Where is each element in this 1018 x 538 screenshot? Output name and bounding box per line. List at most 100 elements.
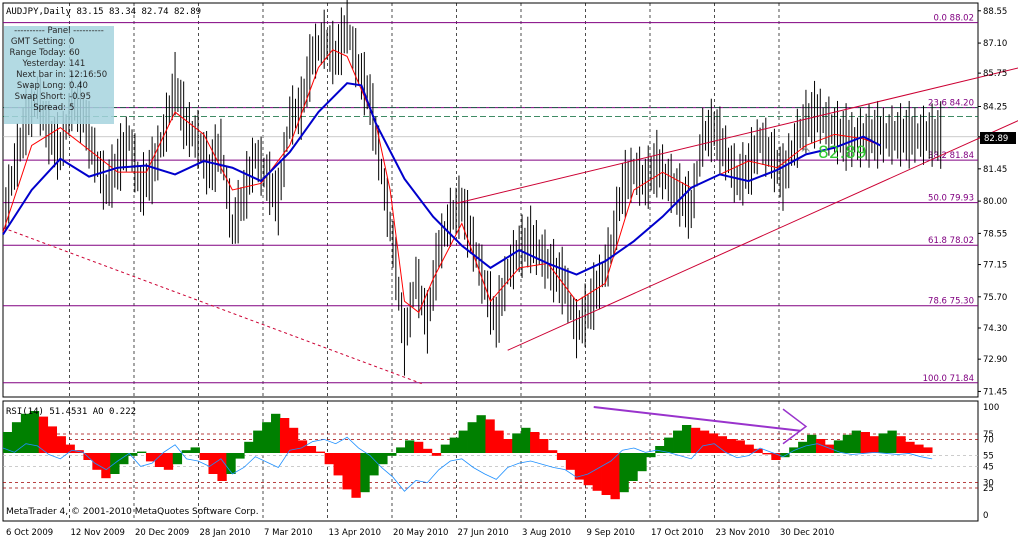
y-tick-label: 84.25 (983, 103, 1007, 113)
ao-bar (574, 453, 585, 480)
indicator-layer (2, 406, 978, 500)
y-tick-label: 80.00 (983, 197, 1007, 207)
ao-bar (47, 426, 58, 453)
ao-bar (128, 453, 138, 456)
current-price-tag: 82.89 (980, 132, 1016, 144)
y-tick-label: 72.90 (983, 355, 1007, 365)
current-price-text: 82.89 (984, 134, 1008, 144)
ao-bar (315, 451, 326, 453)
ao-bar (467, 422, 477, 453)
indicator-y-tick-label: 30 (983, 479, 994, 489)
panel-row-gmt: GMT Setting: 0 (10, 37, 75, 47)
indicator-y-tick-label: 55 (983, 452, 994, 462)
ao-bar (619, 453, 629, 493)
y-tick-label: 81.45 (983, 165, 1007, 175)
ao-bar (235, 453, 245, 459)
ao-bar (664, 437, 674, 453)
ao-bar (378, 453, 388, 465)
x-tick-label: 3 Aug 2010 (522, 528, 571, 538)
ao-bar (253, 430, 263, 453)
ao-bar (351, 453, 361, 498)
trend-line-channel-lower (507, 120, 1018, 351)
indicator-header: RSI(14) 51.4531 AO 0.222 (6, 407, 136, 417)
ao-bar (145, 453, 156, 462)
x-tick-label: 7 Mar 2010 (264, 528, 312, 538)
ao-bar (887, 430, 897, 453)
fib-level-label: 23.6 84.20 (928, 99, 974, 109)
fib-level-label: 38.2 81.84 (928, 151, 974, 161)
ao-bar (610, 453, 620, 500)
ao-bar (860, 432, 870, 453)
indicator-y-tick-label: 45 (983, 462, 994, 472)
ao-bar (190, 447, 200, 453)
ao-bar (101, 453, 111, 479)
ao-bar (637, 453, 647, 472)
indicator-y-tick-label: 25 (983, 484, 994, 494)
panel-title: ---------- Panel ---------- (14, 26, 104, 36)
ao-bar (65, 444, 75, 453)
ao-bar (413, 441, 424, 453)
ao-bar (485, 419, 495, 453)
y-tick-label: 75.70 (983, 293, 1007, 303)
ao-bar (163, 453, 174, 470)
ao-bar (601, 453, 611, 495)
ao-bar (708, 433, 719, 453)
ao-bar (226, 453, 236, 474)
axis-layer: 6 Oct 2009 12 Nov 2009 20 Dec 2009 28 Jan 2… (6, 7, 1007, 538)
ao-bar (628, 453, 638, 481)
ao-bar (592, 453, 602, 491)
indicator-y-tick-label: 100 (983, 403, 999, 413)
ao-bar (807, 434, 817, 453)
ao-bar (360, 453, 370, 493)
ao-bar (905, 441, 915, 453)
ao-bar (279, 418, 290, 453)
ao-bar (735, 440, 745, 453)
trend-line-channel-upper (455, 67, 1018, 204)
indicator-y-tick-label: 0 (983, 511, 988, 521)
ao-bar (646, 453, 656, 458)
ao-bar (11, 422, 22, 453)
ao-bar (673, 430, 683, 453)
ao-bar (521, 427, 531, 453)
ao-bar (530, 432, 540, 453)
ao-bar (172, 453, 183, 465)
ao-bar (824, 444, 835, 453)
ao-bar (20, 413, 31, 453)
x-tick-label: 9 Sep 2010 (587, 528, 635, 538)
ao-bar (244, 441, 254, 453)
ao-bar (914, 444, 924, 453)
ao-bar (369, 453, 379, 476)
indicator-y-tick-label: 75 (983, 430, 994, 440)
ao-bar (851, 430, 862, 453)
ao-bar (923, 447, 933, 453)
divergence-line (593, 406, 801, 432)
ao-bar (565, 453, 576, 470)
x-tick-label: 6 Oct 2009 (6, 528, 53, 538)
x-tick-label: 13 Apr 2010 (329, 528, 382, 538)
ao-bar (869, 436, 879, 453)
ao-bar (92, 453, 102, 470)
price-marker: ^ 82.89 (800, 143, 867, 163)
x-tick-label: 12 Nov 2009 (71, 528, 125, 538)
ao-bar (431, 453, 442, 456)
ao-bar (217, 453, 227, 481)
fib-level-label: 78.6 75.30 (928, 297, 974, 307)
ao-bar (503, 439, 513, 453)
x-tick-label: 30 Dec 2010 (780, 528, 834, 538)
indicator-y-tick-label: 70 (983, 435, 994, 445)
ao-bar (690, 427, 701, 453)
y-tick-label: 71.45 (983, 387, 1007, 397)
ao-bar (324, 453, 334, 465)
fib-level-label: 0.0 88.02 (933, 14, 974, 24)
ao-bar (780, 453, 790, 458)
ao-bar (181, 450, 192, 453)
panel-row-range: Range Today: 60 (9, 48, 80, 58)
ao-bar (556, 453, 567, 460)
ao-bar (38, 416, 49, 453)
x-tick-label: 17 Oct 2010 (651, 528, 704, 538)
ao-bar (655, 446, 665, 453)
ao-bar (771, 453, 781, 460)
y-tick-label: 85.75 (983, 69, 1007, 79)
ao-bar (333, 453, 343, 476)
